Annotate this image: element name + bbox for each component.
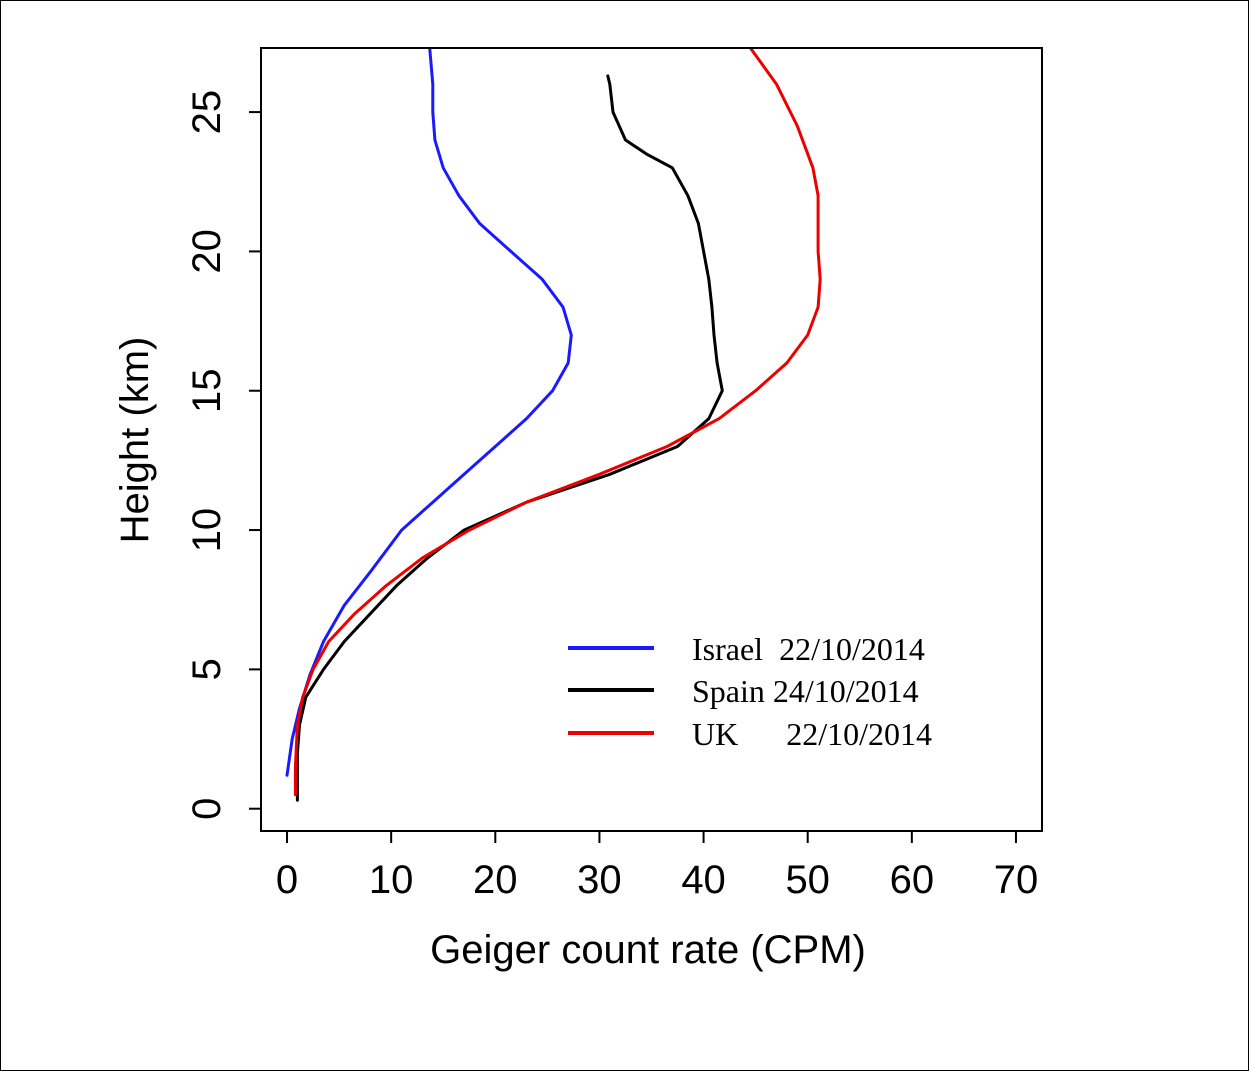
series-line-0 [285,49,573,777]
legend: Israel 22/10/2014 Spain 24/10/2014 UK 22/1… [568,631,932,752]
x-axis: 0 10 20 30 40 50 60 70 [276,830,1039,902]
legend-label-2: UK 22/10/2014 [692,716,932,752]
y-tick-label: 0 [185,798,229,820]
y-axis-title: Height (km) [113,337,157,544]
x-tick-label: 0 [276,858,298,902]
y-axis: 0 5 10 15 20 25 [185,90,261,820]
series-line-1 [295,74,724,802]
y-tick-label: 25 [185,90,229,134]
x-axis-title: Geiger count rate (CPM) [430,928,866,972]
y-tick-label: 5 [185,658,229,680]
x-tick-label: 50 [785,858,830,902]
y-tick-label: 15 [185,368,229,413]
x-tick-label: 30 [577,858,622,902]
x-tick-label: 20 [473,858,518,902]
x-tick-label: 70 [994,858,1039,902]
series-line-2 [293,49,822,797]
y-tick-label: 10 [185,508,229,553]
plot-area [260,47,1043,832]
y-tick-label: 20 [185,229,229,274]
x-tick-label: 60 [890,858,935,902]
series-group [285,49,822,802]
x-tick-label: 40 [681,858,726,902]
x-tick-label: 10 [369,858,414,902]
legend-label-1: Spain 24/10/2014 [692,673,919,709]
legend-label-0: Israel 22/10/2014 [692,631,925,667]
